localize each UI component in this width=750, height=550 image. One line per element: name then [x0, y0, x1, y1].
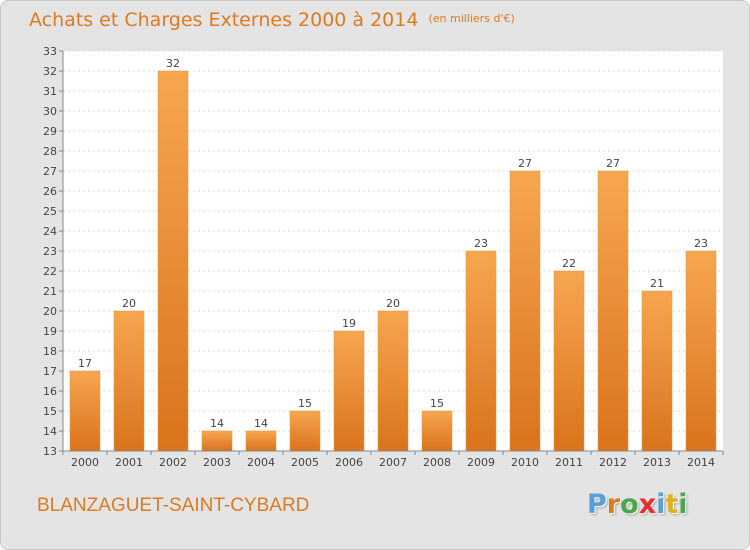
logo-letter: P	[587, 489, 607, 520]
y-tick-label: 25	[43, 205, 57, 218]
y-tick-label: 18	[43, 345, 57, 358]
bar-2001	[113, 310, 145, 452]
data-label-2007: 20	[386, 297, 400, 310]
y-tick-label: 22	[43, 265, 57, 278]
bar-2008	[421, 410, 453, 452]
data-label-2003: 14	[210, 417, 224, 430]
logo-letter: r	[606, 489, 621, 520]
x-tick-label-2004: 2004	[247, 456, 275, 469]
chart-title: Achats et Charges Externes 2000 à 2014 (e…	[29, 9, 515, 31]
logo-letter: o	[620, 489, 639, 520]
data-label-2000: 17	[78, 357, 92, 370]
data-label-2004: 14	[254, 417, 268, 430]
x-tick-label-2003: 2003	[203, 456, 231, 469]
x-tick-label-2011: 2011	[555, 456, 583, 469]
x-tick-label-2006: 2006	[335, 456, 363, 469]
bar-2014	[685, 250, 717, 452]
bar-2012	[597, 170, 629, 452]
y-tick-label: 15	[43, 405, 57, 418]
x-tick-label-2008: 2008	[423, 456, 451, 469]
y-tick-label: 24	[43, 225, 57, 238]
data-label-2013: 21	[650, 277, 664, 290]
bar-2005	[289, 410, 321, 452]
y-tick-label: 30	[43, 105, 57, 118]
y-tick-label: 20	[43, 305, 57, 318]
data-label-2006: 19	[342, 317, 356, 330]
y-tick-label: 31	[43, 85, 57, 98]
data-label-2014: 23	[694, 237, 708, 250]
bar-2013	[641, 290, 673, 452]
y-tick-label: 33	[43, 45, 57, 58]
bar-2004	[245, 430, 277, 452]
bar-2010	[509, 170, 541, 452]
y-tick-label: 16	[43, 385, 57, 398]
data-label-2002: 32	[166, 57, 180, 70]
data-label-2008: 15	[430, 397, 444, 410]
data-label-2011: 22	[562, 257, 576, 270]
logo-letter: i	[678, 489, 688, 520]
x-tick-label-2012: 2012	[599, 456, 627, 469]
y-tick-label: 27	[43, 165, 57, 178]
y-tick-label: 29	[43, 125, 57, 138]
bar-2006	[333, 330, 365, 452]
bar-2002	[157, 70, 189, 452]
x-tick-label-2002: 2002	[159, 456, 187, 469]
logo-letter: i	[656, 489, 666, 520]
x-tick-label-2000: 2000	[71, 456, 99, 469]
y-tick-label: 19	[43, 325, 57, 338]
x-tick-label-2007: 2007	[379, 456, 407, 469]
data-label-2001: 20	[122, 297, 136, 310]
data-label-2005: 15	[298, 397, 312, 410]
town-name: BLANZAGUET-SAINT-CYBARD	[37, 495, 310, 516]
y-tick-label: 28	[43, 145, 57, 158]
data-label-2009: 23	[474, 237, 488, 250]
data-label-2010: 27	[518, 157, 532, 170]
bar-2000	[69, 370, 101, 452]
x-tick-label-2009: 2009	[467, 456, 495, 469]
chart-unit: (en milliers d'€)	[428, 12, 515, 25]
logo-letter: t	[665, 489, 679, 520]
y-tick-label: 14	[43, 425, 57, 438]
y-tick-label: 26	[43, 185, 57, 198]
x-tick-label-2014: 2014	[687, 456, 715, 469]
y-tick-label: 32	[43, 65, 57, 78]
logo-letter: x	[638, 489, 657, 520]
y-tick-label: 17	[43, 365, 57, 378]
chart-title-text: Achats et Charges Externes 2000 à 2014	[29, 9, 419, 31]
bar-2011	[553, 270, 585, 452]
x-tick-label-2001: 2001	[115, 456, 143, 469]
y-tick-label: 21	[43, 285, 57, 298]
y-tick-label: 23	[43, 245, 57, 258]
y-tick-label: 13	[43, 445, 57, 458]
bar-2007	[377, 310, 409, 452]
x-tick-label-2005: 2005	[291, 456, 319, 469]
data-label-2012: 27	[606, 157, 620, 170]
x-tick-label-2013: 2013	[643, 456, 671, 469]
proxiti-logo: Proxiti	[587, 489, 688, 520]
bar-2003	[201, 430, 233, 452]
x-tick-label-2010: 2010	[511, 456, 539, 469]
bar-2009	[465, 250, 497, 452]
